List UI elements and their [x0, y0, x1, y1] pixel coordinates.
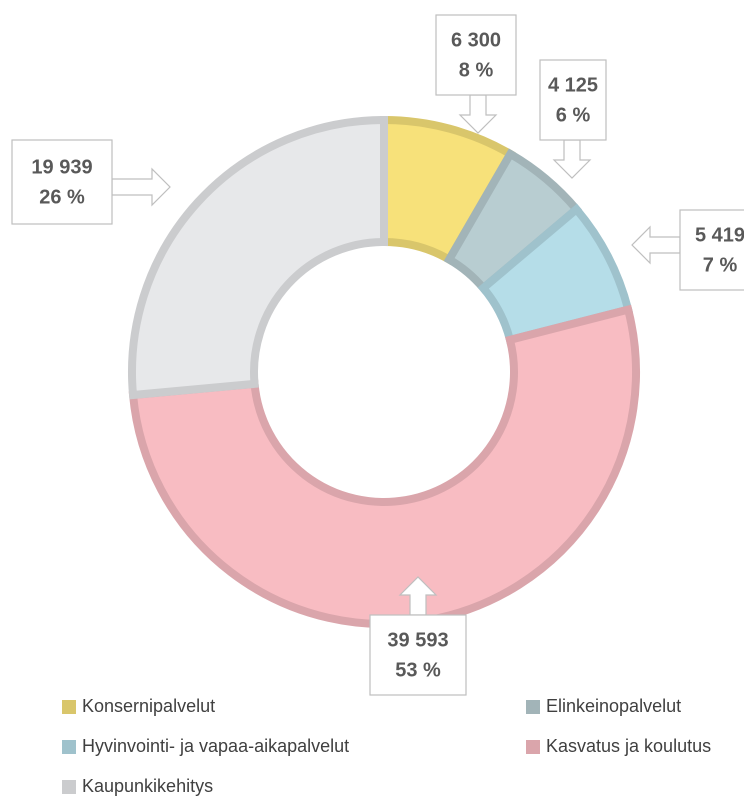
callout-box: [435, 14, 517, 96]
callout-box: [369, 614, 467, 696]
legend-label: Kaupunkikehitys: [82, 776, 213, 796]
legend-label: Konsernipalvelut: [82, 696, 215, 716]
legend-swatch: [526, 740, 540, 754]
callout-box: [679, 209, 744, 291]
legend-label: Hyvinvointi- ja vapaa-aikapalvelut: [82, 736, 349, 756]
callout-box: [539, 59, 607, 141]
percent-label: 26 %: [39, 186, 85, 208]
legend-swatch: [62, 700, 76, 714]
legend-label: Elinkeinopalvelut: [546, 696, 681, 716]
value-label: 19 939: [31, 156, 92, 178]
legend-swatch: [62, 780, 76, 794]
callout-box: [11, 139, 113, 225]
value-label: 4 125: [548, 74, 598, 96]
callout-arrow: [398, 576, 438, 616]
callout-arrow: [631, 225, 681, 265]
callout-arrow: [552, 139, 592, 179]
callout-arrow: [458, 94, 498, 134]
value-label: 39 593: [387, 629, 448, 651]
legend-swatch: [62, 740, 76, 754]
legend-label: Kasvatus ja koulutus: [546, 736, 711, 756]
donut-slice: [128, 304, 640, 628]
callout-arrow: [111, 167, 171, 207]
legend-swatch: [526, 700, 540, 714]
percent-label: 7 %: [703, 254, 738, 276]
value-label: 6 300: [451, 29, 501, 51]
percent-label: 6 %: [556, 104, 591, 126]
value-label: 5 419: [695, 224, 744, 246]
donut-slice: [128, 115, 388, 400]
percent-label: 8 %: [459, 59, 494, 81]
percent-label: 53 %: [395, 659, 441, 681]
